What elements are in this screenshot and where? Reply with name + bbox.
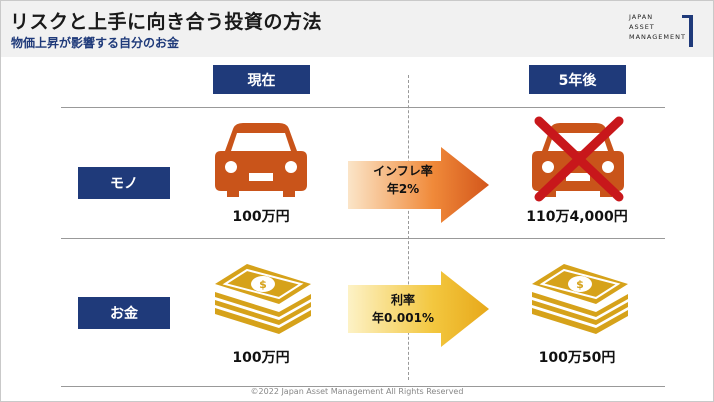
- slide-subtitle: 物価上昇が影響する自分のお金: [11, 36, 180, 50]
- money-stack-icon: $: [532, 264, 628, 334]
- divider-top: [61, 107, 665, 108]
- inflation-arrow-label: インフレ率 年2%: [353, 162, 453, 198]
- svg-text:$: $: [259, 278, 267, 291]
- money-later-amount: 100万50円: [538, 350, 616, 366]
- logo-line-1: JAPAN: [629, 13, 654, 21]
- copyright-footer: ©2022 Japan Asset Management All Rights …: [250, 387, 464, 396]
- money-stack-icon: $: [215, 264, 311, 334]
- column-header-later: 5年後: [529, 65, 626, 94]
- divider-middle: [61, 238, 665, 239]
- interest-rate: 年0.001%: [372, 311, 434, 325]
- arrow-icon: [348, 271, 489, 347]
- logo-text: JAPAN ASSET MANAGEMENT: [629, 12, 686, 42]
- logo-line-3: MANAGEMENT: [629, 33, 686, 41]
- goods-later-amount: 110万4,000円: [526, 209, 628, 225]
- row-label-money: お金: [78, 297, 170, 329]
- column-header-now: 現在: [213, 65, 310, 94]
- divider-bottom: [61, 386, 665, 387]
- goods-now-amount: 100万円: [232, 209, 290, 225]
- center-dashed-line: [408, 75, 409, 380]
- row-label-goods: モノ: [78, 167, 170, 199]
- interest-label: 利率: [390, 293, 415, 307]
- logo-mark-tick: [682, 15, 689, 18]
- company-logo: JAPAN ASSET MANAGEMENT: [625, 9, 699, 47]
- arrow-icon: [348, 147, 489, 223]
- cross-icon: [534, 116, 624, 202]
- slide-header: リスクと上手に向き合う投資の方法 物価上昇が影響する自分のお金 JAPAN AS…: [1, 1, 713, 57]
- interest-arrow-label: 利率 年0.001%: [353, 291, 453, 327]
- logo-line-2: ASSET: [629, 23, 655, 31]
- inflation-rate: 年2%: [386, 182, 420, 196]
- slide-title: リスクと上手に向き合う投資の方法: [10, 11, 323, 33]
- inflation-label: インフレ率: [373, 164, 433, 178]
- logo-mark-bar: [689, 15, 693, 47]
- money-now-amount: 100万円: [232, 350, 290, 366]
- car-icon: [215, 123, 307, 197]
- svg-text:$: $: [576, 278, 584, 291]
